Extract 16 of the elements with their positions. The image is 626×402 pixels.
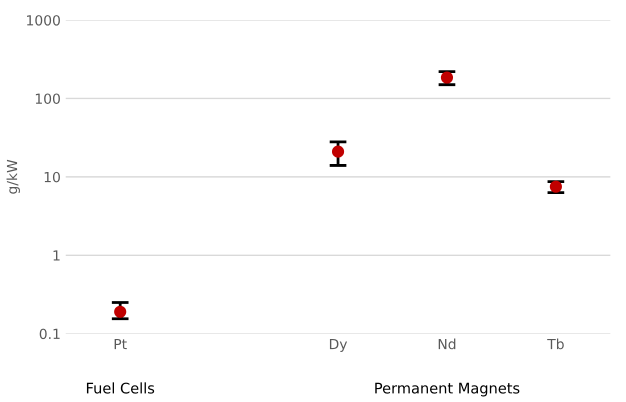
y-tick-label: 1	[54, 250, 60, 261]
y-axis-title: g/kW	[6, 160, 20, 194]
x-tick-label: Tb	[547, 338, 564, 350]
point	[332, 146, 344, 158]
y-tick-label: 100	[36, 93, 60, 104]
point	[440, 71, 454, 84]
text: Permanent Magnets	[375, 382, 520, 396]
x-tick-label: Dy	[330, 338, 348, 352]
y-tick-label: 10	[44, 172, 60, 182]
y-tick-label: 0.1	[40, 328, 60, 340]
text: Fuel Cells	[86, 382, 154, 394]
point	[114, 306, 126, 318]
x-tick-label: Nd	[438, 338, 456, 350]
point	[550, 180, 562, 193]
x-tick-label: Pt	[114, 338, 127, 350]
y-tick-label: 1000	[27, 15, 60, 26]
